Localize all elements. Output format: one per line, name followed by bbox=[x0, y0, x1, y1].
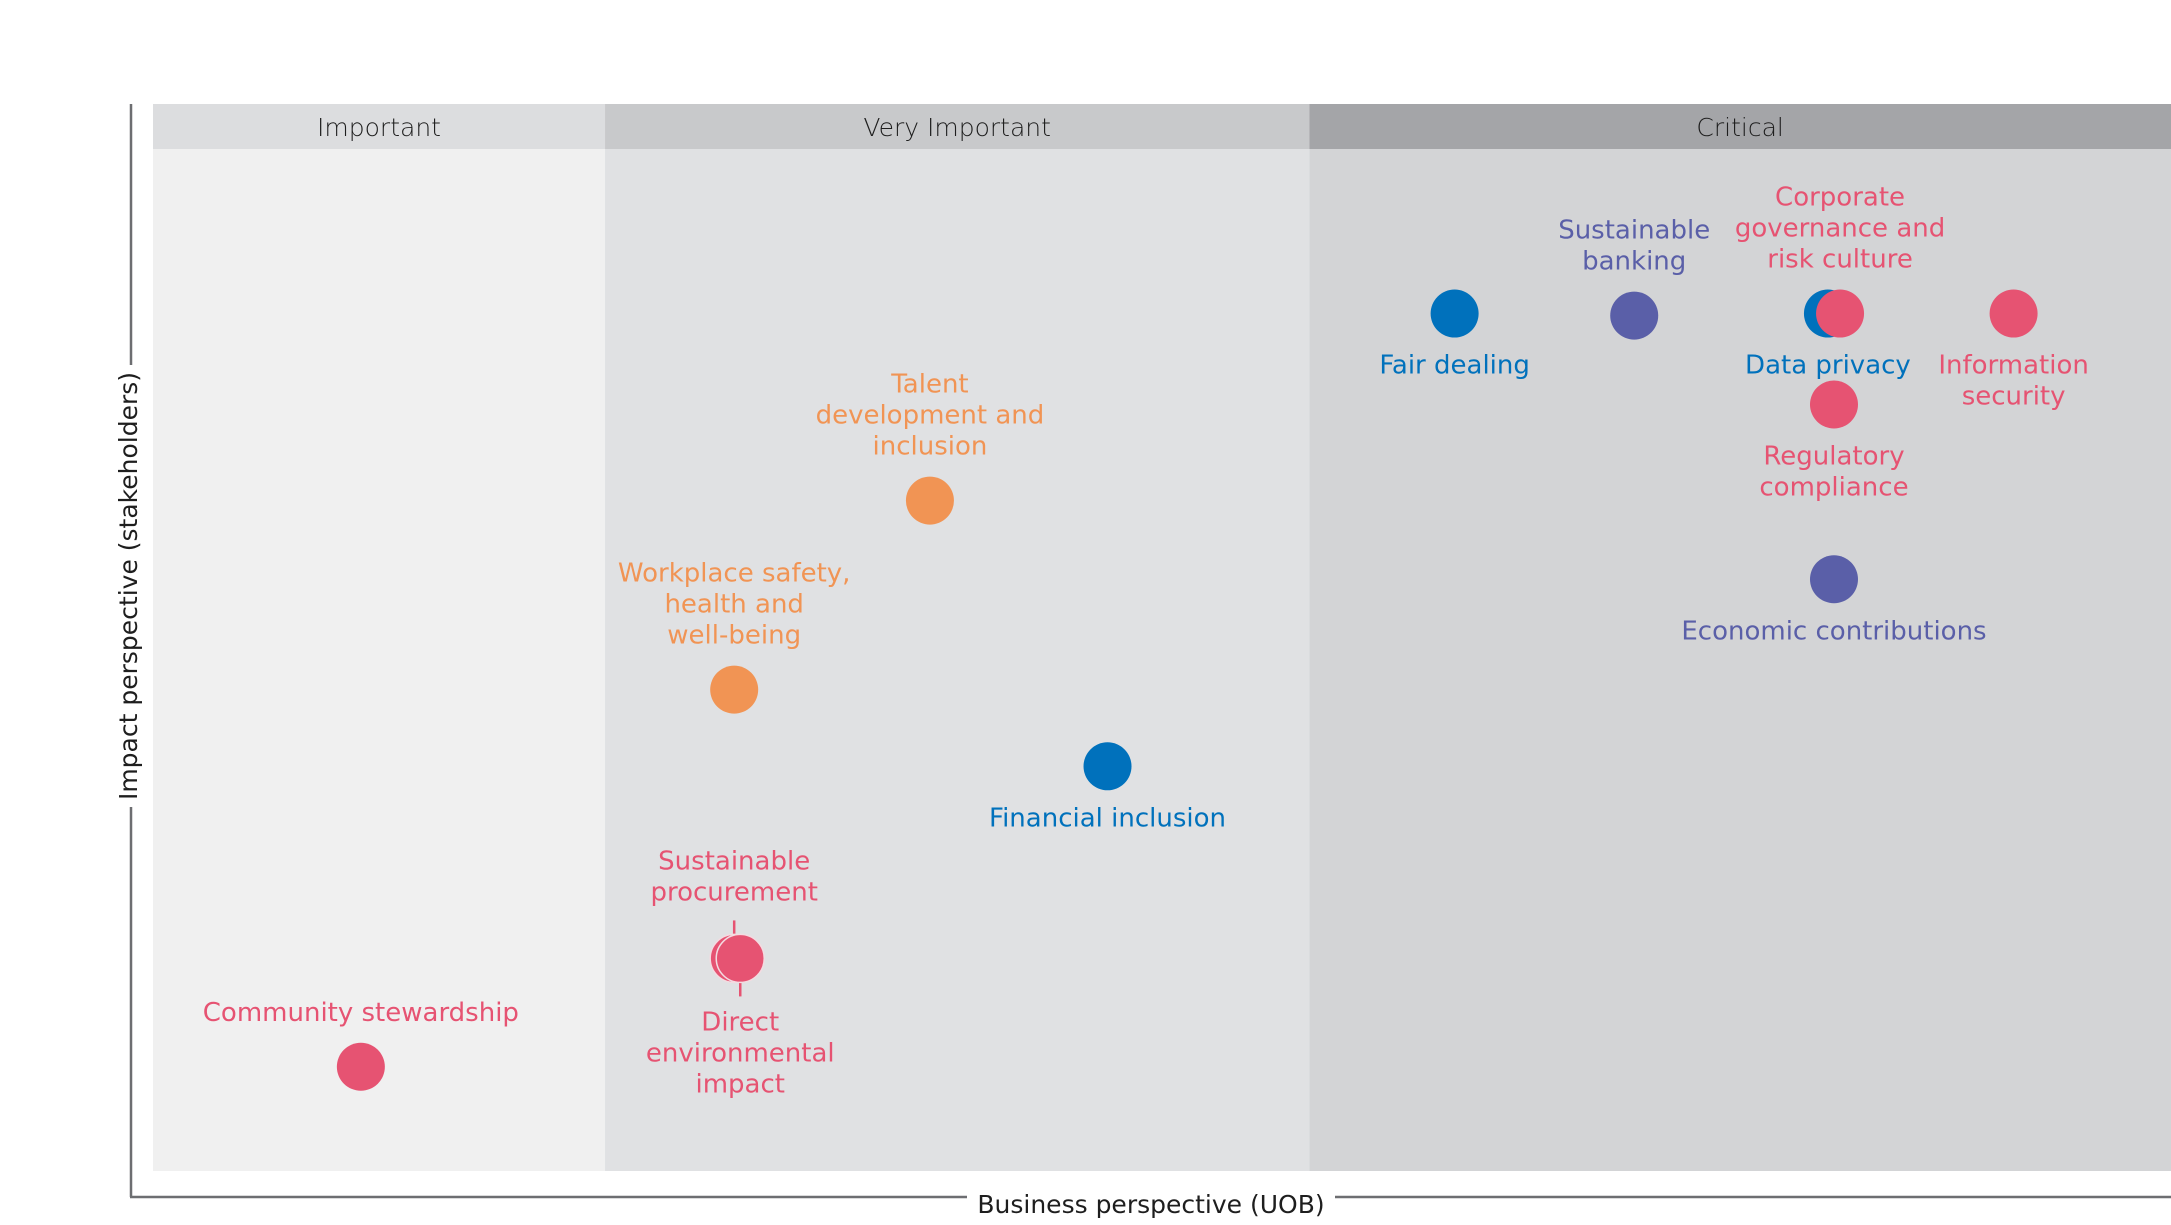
point-label: banking bbox=[1582, 247, 1686, 277]
point-label: procurement bbox=[650, 877, 817, 907]
point-label: Community stewardship bbox=[203, 998, 519, 1028]
point-marker bbox=[1809, 380, 1858, 429]
point-label: Economic contributions bbox=[1681, 616, 1986, 646]
point-label: development and bbox=[816, 401, 1045, 431]
point-label: well-being bbox=[667, 621, 801, 651]
data-point: Economic contributions bbox=[1681, 555, 1987, 646]
zone-important-body bbox=[153, 149, 606, 1171]
point-label: security bbox=[1962, 382, 2066, 412]
point-label: Financial inclusion bbox=[989, 803, 1226, 833]
point-marker bbox=[905, 476, 954, 525]
point-marker bbox=[1816, 289, 1865, 338]
point-label: environmental bbox=[646, 1038, 835, 1068]
point-label: Sustainable bbox=[1558, 216, 1710, 246]
zone-important-header bbox=[153, 104, 606, 149]
axes: Impact perspective (stakeholders) Busine… bbox=[114, 104, 2171, 1219]
data-point: Fair dealing bbox=[1379, 289, 1530, 381]
point-marker bbox=[1989, 289, 2038, 338]
point-marker bbox=[710, 665, 759, 714]
point-marker bbox=[1083, 742, 1132, 791]
point-label: Information bbox=[1938, 351, 2089, 381]
point-label: health and bbox=[664, 590, 803, 620]
point-marker bbox=[1610, 291, 1659, 340]
zone-critical-label: Critical bbox=[1696, 113, 1783, 142]
zone-very-important-header bbox=[605, 104, 1310, 149]
point-label: Workplace safety, bbox=[618, 559, 851, 589]
data-point: Community stewardship bbox=[203, 998, 519, 1091]
point-label: Sustainable bbox=[658, 846, 810, 876]
point-label: Regulatory bbox=[1763, 442, 1904, 472]
point-label: risk culture bbox=[1767, 245, 1913, 275]
point-marker bbox=[336, 1042, 385, 1091]
point-label: compliance bbox=[1759, 473, 1908, 503]
point-label: Direct bbox=[701, 1007, 779, 1037]
point-label: inclusion bbox=[873, 432, 988, 462]
point-marker bbox=[1809, 555, 1858, 604]
point-label: impact bbox=[695, 1069, 784, 1099]
zone-important-label: Important bbox=[317, 113, 441, 142]
zone-very-important-label: Very Important bbox=[863, 113, 1051, 142]
point-label: Talent bbox=[890, 370, 968, 400]
x-axis-label: Business perspective (UOB) bbox=[977, 1190, 1324, 1219]
data-point: Financial inclusion bbox=[989, 742, 1226, 833]
point-label: Data privacy bbox=[1745, 351, 1911, 381]
point-marker bbox=[715, 933, 765, 984]
zone-critical-header bbox=[1309, 104, 2171, 149]
point-label: governance and bbox=[1735, 214, 1945, 244]
point-label: Corporate bbox=[1775, 183, 1905, 213]
y-axis-label: Impact perspective (stakeholders) bbox=[114, 372, 143, 800]
zone-very-important-body bbox=[605, 149, 1310, 1171]
point-marker bbox=[1430, 289, 1479, 338]
point-label: Fair dealing bbox=[1379, 351, 1530, 381]
